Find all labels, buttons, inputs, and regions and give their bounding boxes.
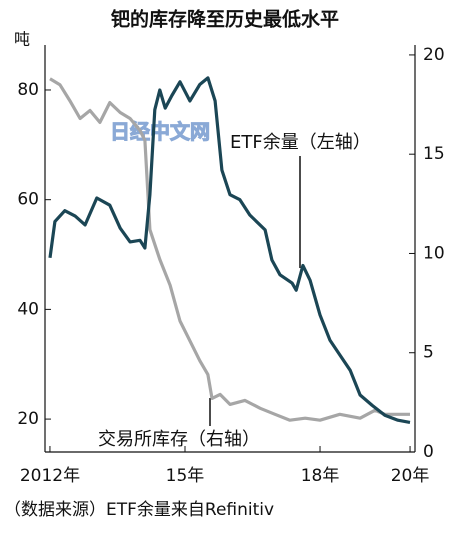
y2-tick-label: 5	[423, 343, 434, 363]
x-tick-label: 2012年	[20, 466, 80, 486]
watermark: 日经中文网	[110, 120, 210, 144]
series-label: 交易所库存（右轴）	[98, 429, 260, 450]
y-tick-label: 80	[17, 80, 39, 100]
series-label: ETF余量（左轴）	[230, 132, 371, 153]
chart-title: 钯的库存降至历史最低水平	[111, 8, 339, 31]
x-tick-label: 20年	[391, 466, 430, 486]
y-tick-label: 60	[17, 190, 39, 210]
y2-tick-label: 15	[423, 144, 445, 164]
y-unit: 吨	[14, 30, 30, 49]
y2-tick-label: 10	[423, 243, 445, 263]
source-note: （数据来源）ETF余量来自Refinitiv	[4, 500, 274, 520]
x-tick-label: 15年	[166, 466, 205, 486]
x-tick-label: 18年	[301, 466, 340, 486]
series-line	[48, 76, 411, 424]
y-tick-label: 40	[17, 299, 39, 319]
y2-tick-label: 20	[423, 45, 445, 65]
y2-tick-label: 0	[423, 442, 434, 462]
y-tick-label: 20	[17, 409, 39, 429]
series-line	[49, 77, 410, 422]
